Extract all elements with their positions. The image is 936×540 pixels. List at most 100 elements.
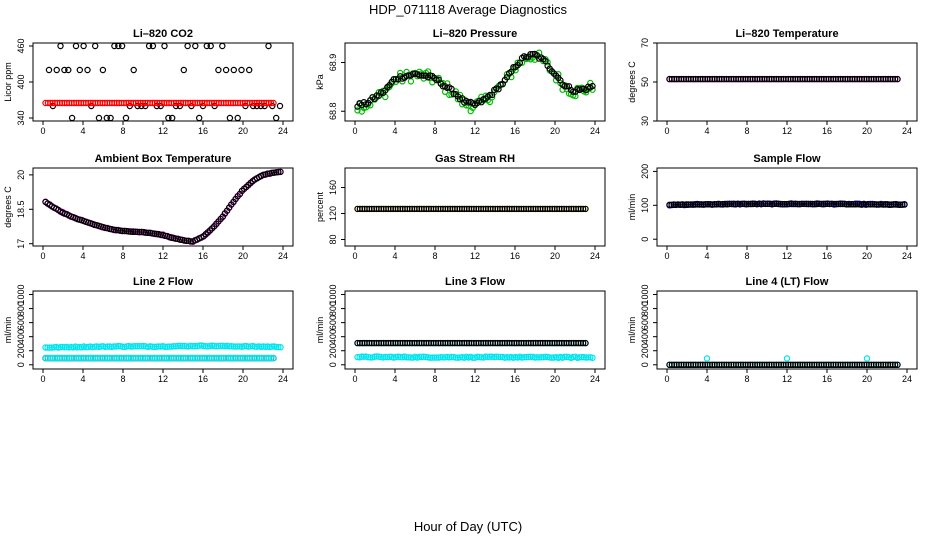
- x-tick-label: 16: [198, 374, 208, 384]
- y-tick-label: 800: [640, 301, 650, 316]
- data-point: [136, 343, 143, 350]
- data-point: [168, 234, 175, 241]
- data-point: [226, 114, 234, 122]
- data-point: [529, 50, 536, 58]
- data-point: [576, 354, 583, 361]
- data-point: [390, 76, 397, 83]
- data-point: [215, 342, 222, 350]
- x-tick-label: 20: [550, 374, 560, 384]
- x-tick-label: 0: [40, 374, 45, 384]
- x-tick-label: 20: [238, 251, 248, 261]
- data-point: [115, 42, 122, 50]
- data-point: [230, 66, 237, 74]
- data-point: [95, 114, 103, 122]
- x-tick-label: 4: [392, 374, 397, 384]
- data-point: [847, 200, 855, 208]
- data-point: [192, 42, 199, 50]
- data-point: [118, 42, 126, 50]
- data-point: [582, 339, 589, 347]
- data-point: [800, 200, 808, 208]
- data-point: [238, 66, 245, 74]
- data-point: [687, 201, 695, 208]
- series-points: [354, 50, 596, 110]
- data-point: [694, 201, 701, 208]
- data-point: [189, 343, 197, 350]
- data-point: [523, 353, 530, 361]
- data-point: [431, 354, 438, 361]
- data-point: [448, 85, 455, 93]
- data-point: [790, 200, 797, 208]
- x-tick-label: 0: [40, 251, 45, 261]
- data-point: [894, 75, 901, 83]
- series-points: [666, 200, 908, 209]
- y-axis-label: ml/min: [3, 317, 13, 344]
- y-tick-label: 400: [640, 329, 650, 344]
- data-point: [679, 201, 686, 208]
- data-point: [268, 343, 276, 350]
- panel-pressure: Li–820 Pressure kPa 0 4 8 12 16 20 24 68.8 68.9: [315, 28, 606, 136]
- data-point: [174, 342, 182, 350]
- data-point: [180, 66, 187, 74]
- x-tick-label: 4: [704, 126, 709, 136]
- data-point: [828, 200, 836, 208]
- x-tick-label: 24: [590, 126, 600, 136]
- data-point: [153, 230, 160, 238]
- data-point: [264, 170, 271, 177]
- data-point: [367, 354, 374, 361]
- data-point: [111, 42, 118, 50]
- data-point: [46, 344, 54, 351]
- data-point: [103, 114, 111, 122]
- data-point: [245, 343, 252, 350]
- panel-sample_flow: Sample Flow ml/min 0 4 8 12 16 20 24 0 100 200: [627, 153, 918, 261]
- panel-line2: Line 2 Flow ml/min 0 4 8 12 16 20 24 0 20040060080…: [3, 276, 294, 384]
- x-tick-label: 8: [744, 251, 749, 261]
- series-points: [354, 339, 589, 347]
- data-point: [149, 42, 157, 50]
- data-point: [585, 354, 592, 361]
- data-point: [798, 200, 806, 208]
- data-point: [68, 114, 76, 122]
- data-point: [835, 200, 842, 208]
- x-tick-label: 24: [278, 251, 288, 261]
- data-point: [704, 200, 712, 208]
- data-point: [203, 42, 210, 50]
- x-tick-label: 8: [120, 251, 125, 261]
- data-point: [578, 354, 586, 361]
- y-axis-label: ml/min: [627, 317, 637, 344]
- data-point: [121, 227, 128, 235]
- data-point: [845, 201, 853, 208]
- data-point: [582, 205, 589, 213]
- y-tick-label: 0: [640, 362, 650, 367]
- data-point: [225, 343, 233, 350]
- data-point: [119, 343, 126, 350]
- data-point: [520, 354, 528, 361]
- y-tick-label: 200: [640, 343, 650, 358]
- x-tick-label: 16: [198, 251, 208, 261]
- data-point: [869, 201, 876, 208]
- y-tick-label: 200: [328, 343, 338, 358]
- data-point: [251, 343, 258, 350]
- data-point: [579, 205, 587, 213]
- data-point: [901, 201, 908, 208]
- data-point: [873, 201, 880, 208]
- y-axis-label: ml/min: [315, 317, 325, 344]
- data-point: [204, 343, 211, 350]
- data-point: [161, 42, 168, 50]
- data-point: [429, 354, 436, 361]
- data-point: [183, 343, 190, 350]
- data-point: [184, 42, 191, 50]
- data-point: [228, 343, 235, 350]
- y-axis-label: kPa: [315, 74, 325, 90]
- data-point: [270, 99, 277, 107]
- plot-frame: [32, 42, 294, 122]
- data-point: [741, 200, 748, 208]
- data-point: [165, 114, 172, 122]
- x-tick-label: 20: [550, 126, 560, 136]
- data-point: [486, 353, 494, 360]
- data-point: [570, 353, 577, 361]
- data-point: [854, 200, 861, 208]
- x-tick-label: 20: [550, 251, 560, 261]
- x-tick-label: 20: [862, 126, 872, 136]
